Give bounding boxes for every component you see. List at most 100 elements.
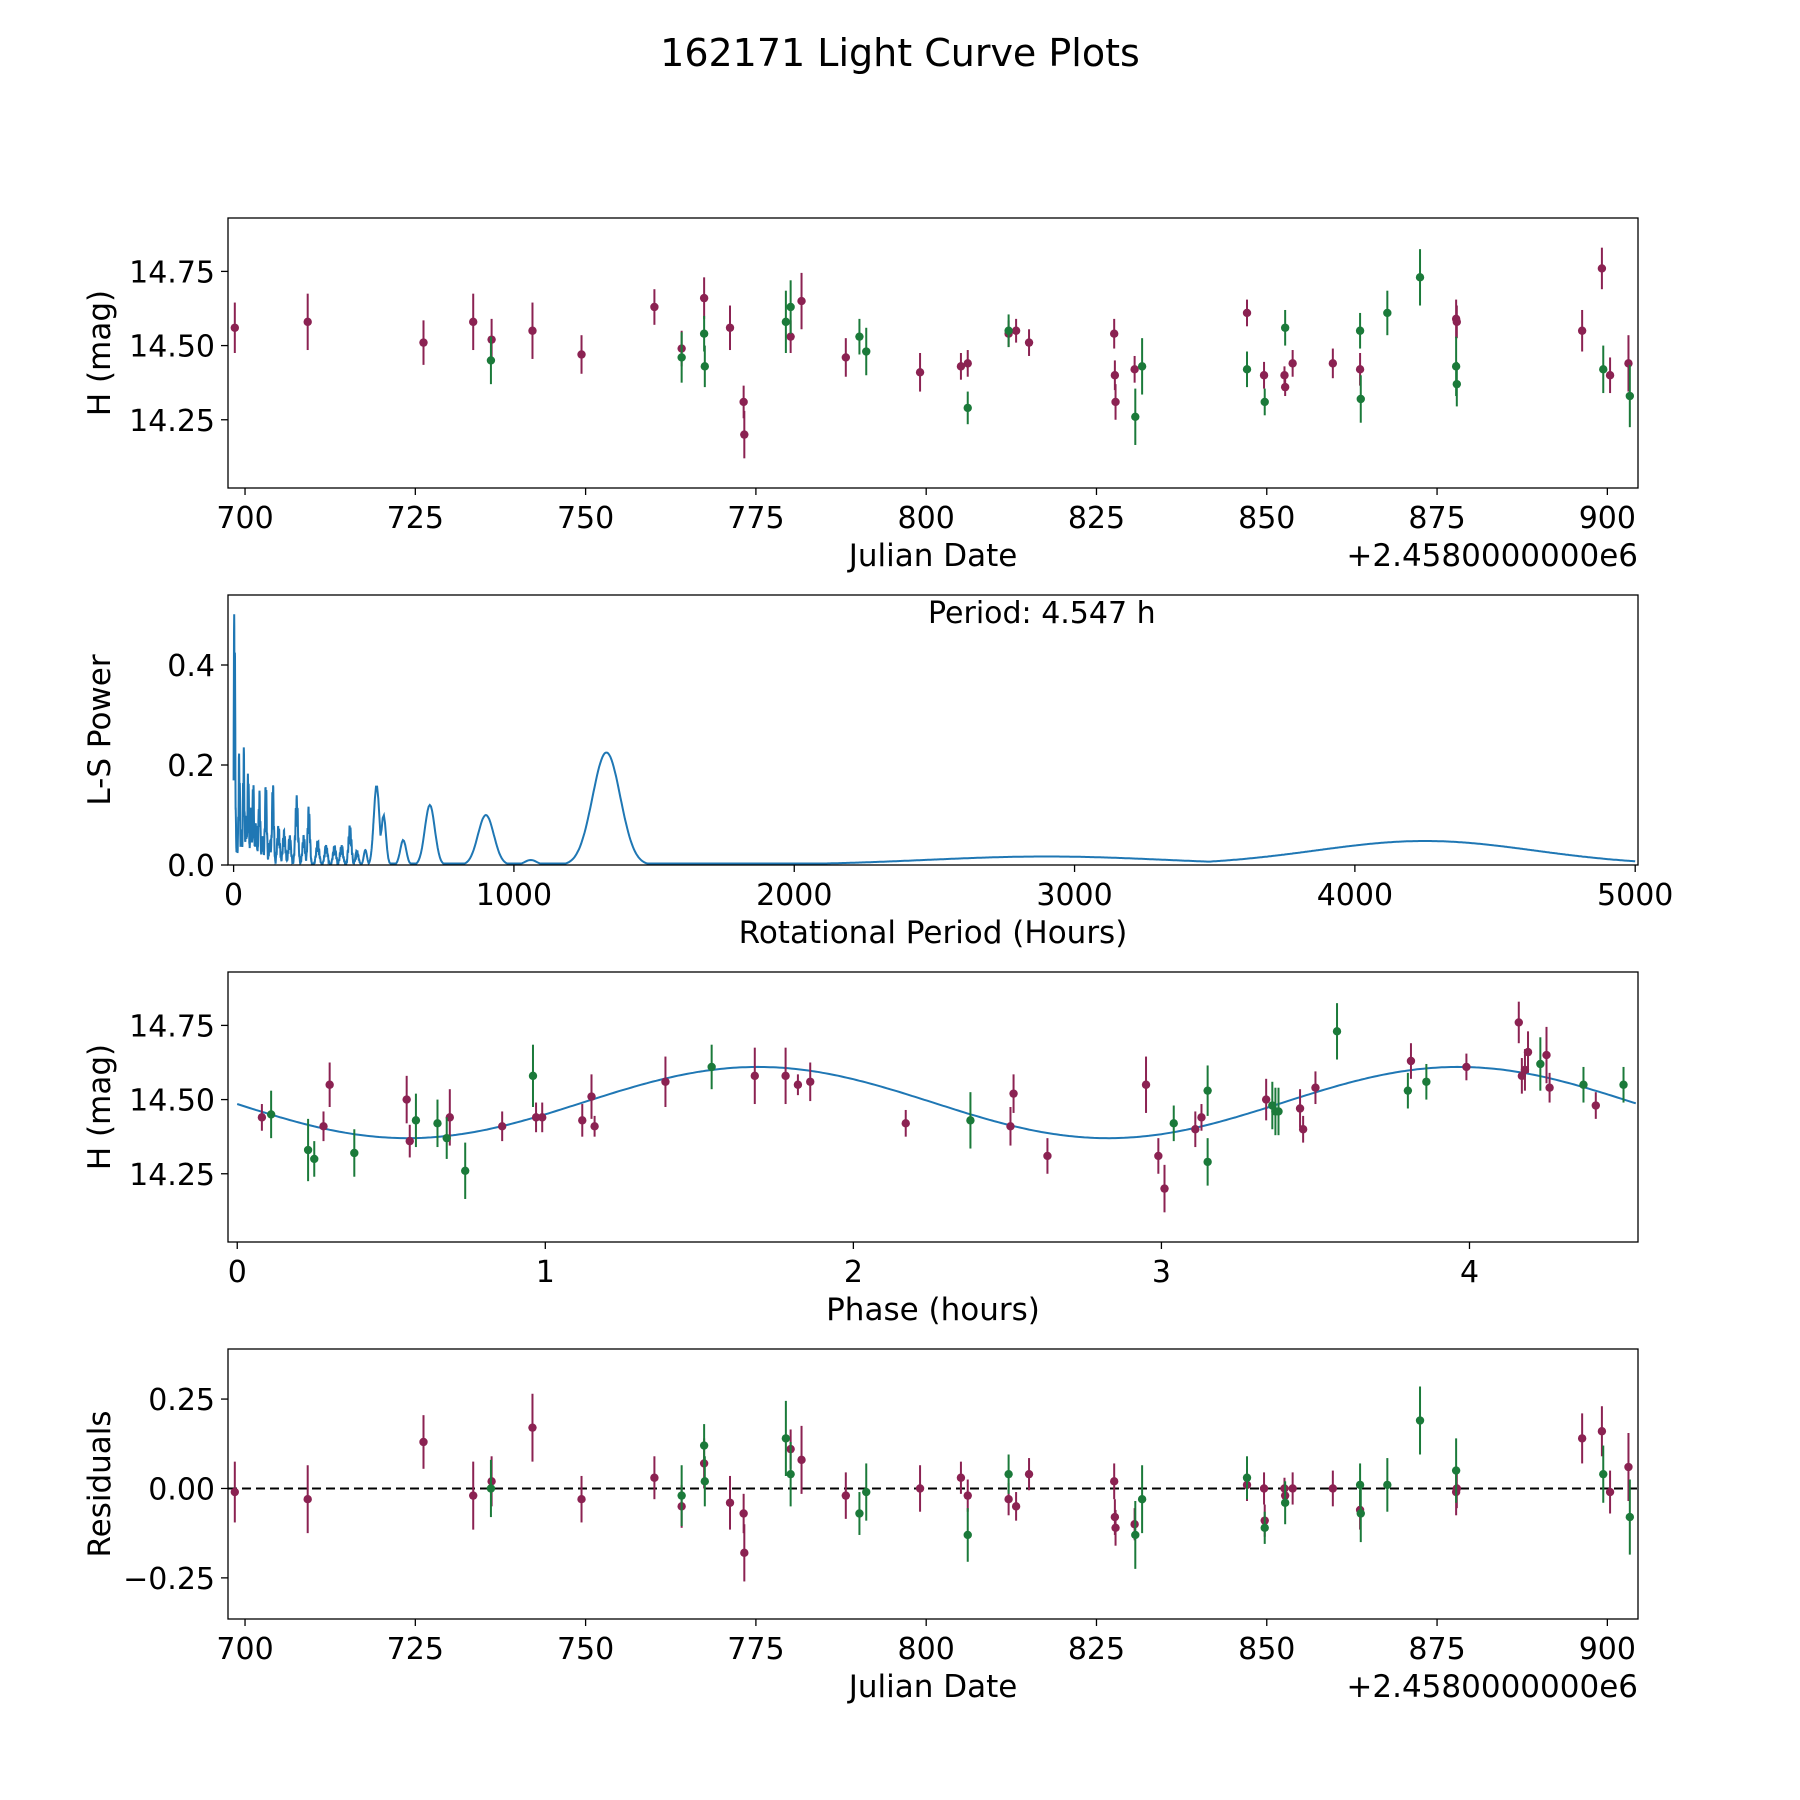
data-point bbox=[1403, 1086, 1413, 1095]
data-point bbox=[1452, 379, 1462, 389]
data-point bbox=[402, 1095, 411, 1104]
data-point bbox=[577, 350, 586, 359]
data-point bbox=[1203, 1086, 1212, 1095]
data-point bbox=[1311, 1083, 1320, 1092]
data-point bbox=[956, 362, 966, 371]
x-tick-label: 2000 bbox=[756, 878, 832, 913]
fit-curve bbox=[236, 1065, 1637, 1140]
data-point bbox=[740, 430, 749, 439]
plot-area-res bbox=[228, 1386, 1638, 1582]
data-point bbox=[590, 1122, 599, 1131]
data-point bbox=[1130, 365, 1139, 374]
data-point bbox=[1542, 1050, 1551, 1060]
figure-title: 162171 Light Curve Plots bbox=[660, 31, 1140, 75]
data-point bbox=[1514, 1018, 1523, 1027]
y-tick-label: 0.25 bbox=[148, 1383, 215, 1418]
data-point bbox=[1203, 1157, 1212, 1167]
data-point bbox=[577, 1494, 586, 1504]
data-point bbox=[1298, 1125, 1308, 1134]
data-point bbox=[740, 1548, 749, 1558]
x-tick-label: 750 bbox=[557, 1632, 614, 1667]
plots-layer: 700 725 750 775 800 825 850 875 900 14.25 14.50 14.… bbox=[82, 217, 1673, 1705]
data-point bbox=[739, 397, 748, 407]
data-point bbox=[700, 1477, 710, 1486]
data-point bbox=[1259, 371, 1269, 380]
data-point bbox=[786, 302, 795, 312]
data-point bbox=[1355, 326, 1365, 335]
x-tick-label: 700 bbox=[216, 501, 273, 536]
panel-res: 700 725 750 775 800 825 850 875 900 −0.25 0.00 0.25… bbox=[82, 1348, 1639, 1705]
data-point bbox=[350, 1148, 359, 1158]
plot-area-ls bbox=[232, 614, 1636, 865]
y-axis-label: H (mag) bbox=[82, 1044, 118, 1170]
data-point bbox=[725, 1498, 735, 1507]
x-tick-label: 3000 bbox=[1036, 878, 1112, 913]
data-point bbox=[963, 1530, 972, 1540]
data-point bbox=[1131, 1530, 1140, 1540]
data-point bbox=[1260, 1523, 1269, 1533]
x-tick-label: 775 bbox=[727, 501, 784, 536]
data-point bbox=[1280, 323, 1290, 332]
y-tick-label: 0.4 bbox=[167, 649, 215, 684]
y-tick-label: −0.25 bbox=[123, 1562, 215, 1597]
data-point bbox=[699, 1441, 709, 1450]
data-point bbox=[230, 1487, 240, 1497]
data-point bbox=[1415, 1416, 1425, 1425]
data-point bbox=[319, 1122, 328, 1131]
data-point bbox=[1259, 1484, 1269, 1493]
data-point bbox=[1536, 1059, 1545, 1069]
data-point bbox=[1242, 1473, 1252, 1482]
data-point bbox=[806, 1077, 815, 1086]
data-point bbox=[1605, 371, 1615, 380]
data-point bbox=[841, 1491, 851, 1500]
data-point bbox=[1006, 1122, 1015, 1131]
data-point bbox=[1295, 1104, 1305, 1113]
x-axis-label: Rotational Period (Hours) bbox=[739, 915, 1128, 951]
y-tick-label: 14.75 bbox=[129, 255, 215, 290]
data-point bbox=[1154, 1151, 1163, 1161]
y-axis-label: Residuals bbox=[82, 1410, 118, 1557]
data-point bbox=[1356, 1509, 1365, 1518]
x-tick-label: 800 bbox=[898, 501, 955, 536]
axes-frame bbox=[227, 594, 1639, 866]
data-point bbox=[1523, 1047, 1533, 1057]
data-point bbox=[677, 353, 686, 362]
data-point bbox=[1328, 359, 1338, 368]
data-point bbox=[1328, 1484, 1338, 1493]
data-point bbox=[781, 1071, 790, 1081]
data-point bbox=[1356, 394, 1365, 404]
data-point bbox=[1024, 1469, 1034, 1479]
data-point bbox=[1624, 359, 1633, 368]
data-point bbox=[1422, 1077, 1431, 1086]
data-point bbox=[1280, 1498, 1290, 1507]
data-point bbox=[1024, 338, 1034, 347]
data-point bbox=[1111, 397, 1120, 407]
data-point bbox=[797, 296, 806, 306]
x-axis-label: Julian Date bbox=[847, 1669, 1018, 1705]
series-green bbox=[266, 1003, 1628, 1199]
data-point bbox=[739, 1509, 748, 1518]
x-tick-label: 1 bbox=[536, 1255, 555, 1290]
x-tick-label: 875 bbox=[1408, 501, 1465, 536]
x-tick-label: 0 bbox=[228, 1255, 247, 1290]
data-point bbox=[1004, 1494, 1013, 1504]
data-point bbox=[793, 1080, 803, 1089]
data-point bbox=[1242, 308, 1252, 318]
data-point bbox=[797, 1455, 806, 1465]
data-point bbox=[486, 356, 496, 365]
data-point bbox=[303, 1494, 312, 1504]
data-point bbox=[1462, 1062, 1471, 1072]
plot-area-phase bbox=[236, 1001, 1637, 1213]
data-point bbox=[1545, 1083, 1554, 1092]
x-tick-label: 4000 bbox=[1317, 878, 1393, 913]
data-point bbox=[230, 323, 240, 332]
data-point bbox=[699, 293, 709, 303]
data-point bbox=[1109, 329, 1119, 338]
data-point bbox=[303, 317, 312, 327]
data-point bbox=[1597, 264, 1607, 273]
series-red bbox=[257, 1001, 1600, 1213]
y-tick-label: 14.50 bbox=[129, 330, 215, 365]
data-point bbox=[699, 329, 709, 338]
data-point bbox=[1160, 1184, 1169, 1193]
